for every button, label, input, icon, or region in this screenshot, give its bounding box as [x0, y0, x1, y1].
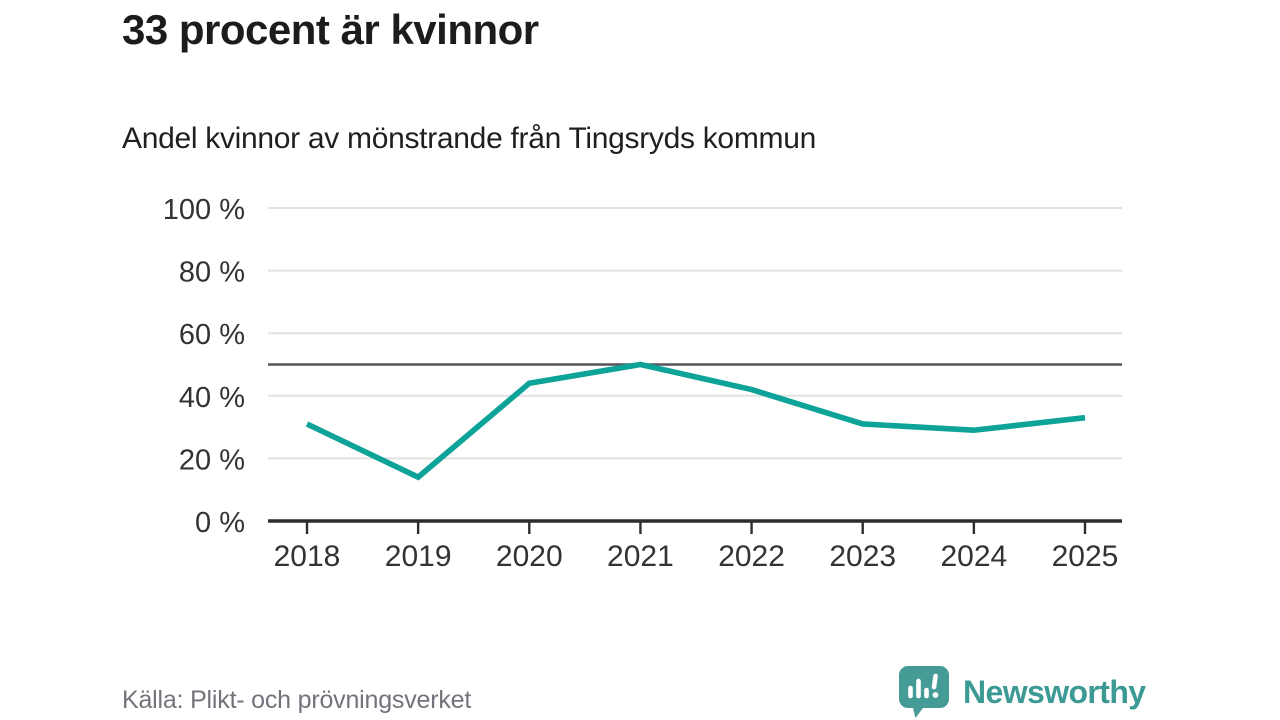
svg-text:60 %: 60 % — [179, 319, 245, 351]
chart-subtitle: Andel kvinnor av mönstrande från Tingsry… — [122, 122, 816, 155]
brand-name: Newsworthy — [963, 673, 1146, 710]
chart-title: 33 procent är kvinnor — [122, 6, 539, 53]
svg-text:2024: 2024 — [940, 540, 1007, 573]
brand-logo: Newsworthy — [897, 664, 1146, 720]
svg-text:100 %: 100 % — [163, 194, 245, 226]
source-note: Källa: Plikt- och prövningsverket — [122, 686, 472, 714]
svg-text:2023: 2023 — [829, 540, 896, 573]
newsworthy-logo-icon — [899, 666, 949, 718]
svg-text:0 %: 0 % — [195, 507, 245, 539]
svg-text:80 %: 80 % — [179, 257, 245, 289]
svg-text:2020: 2020 — [496, 540, 563, 573]
svg-text:2021: 2021 — [607, 540, 674, 573]
svg-text:40 %: 40 % — [179, 382, 245, 414]
svg-text:20 %: 20 % — [179, 444, 245, 476]
svg-text:2019: 2019 — [385, 540, 452, 573]
svg-text:2022: 2022 — [718, 540, 785, 573]
svg-text:2025: 2025 — [1052, 540, 1119, 573]
svg-text:2018: 2018 — [274, 540, 341, 573]
